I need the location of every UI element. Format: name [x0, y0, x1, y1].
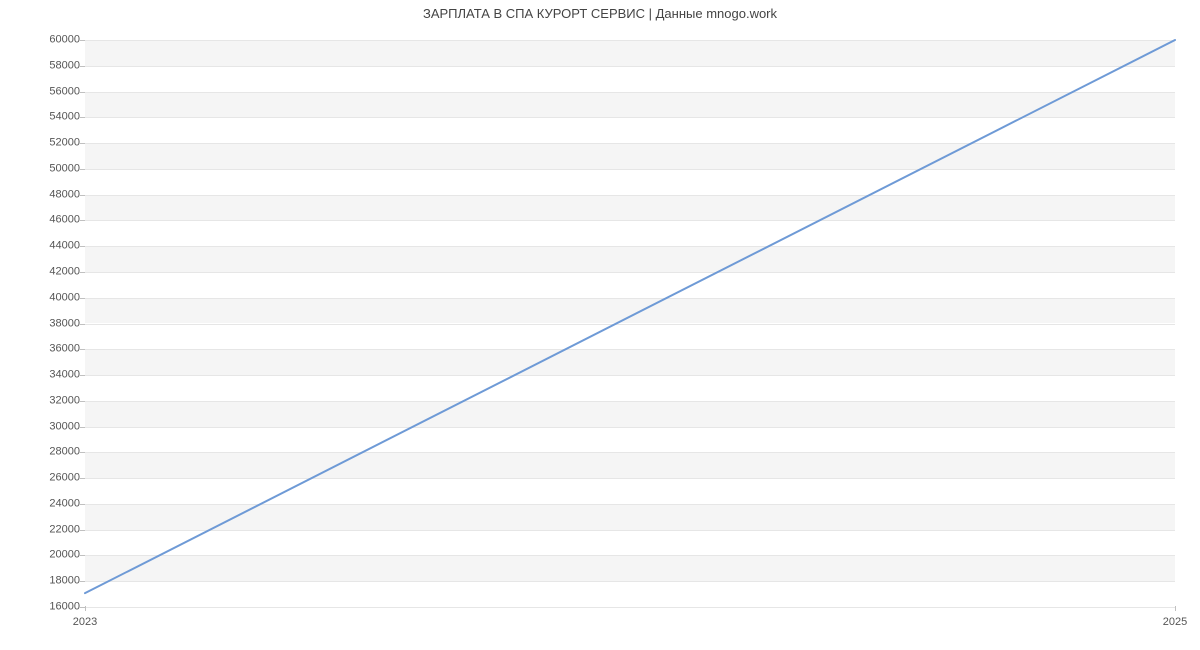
- y-axis-label: 44000: [10, 241, 80, 252]
- y-axis-label: 16000: [10, 602, 80, 613]
- y-axis-label: 22000: [10, 524, 80, 535]
- y-axis-label: 58000: [10, 60, 80, 71]
- x-tick: [85, 606, 86, 611]
- y-axis-label: 54000: [10, 112, 80, 123]
- y-axis-label: 52000: [10, 138, 80, 149]
- y-axis-label: 48000: [10, 189, 80, 200]
- y-axis-label: 60000: [10, 35, 80, 46]
- y-axis-label: 50000: [10, 163, 80, 174]
- y-axis-label: 30000: [10, 421, 80, 432]
- series-line-salary: [85, 40, 1175, 593]
- y-axis-label: 46000: [10, 215, 80, 226]
- y-axis-label: 36000: [10, 344, 80, 355]
- chart-title: ЗАРПЛАТА В СПА КУРОРТ СЕРВИС | Данные mn…: [0, 6, 1200, 21]
- y-axis-label: 34000: [10, 370, 80, 381]
- y-axis-label: 40000: [10, 292, 80, 303]
- y-axis-label: 24000: [10, 498, 80, 509]
- x-axis-label: 2023: [73, 616, 97, 628]
- y-axis-label: 38000: [10, 318, 80, 329]
- y-axis-label: 18000: [10, 576, 80, 587]
- y-axis-label: 26000: [10, 473, 80, 484]
- y-gridline: [85, 607, 1175, 608]
- y-axis-label: 20000: [10, 550, 80, 561]
- x-tick: [1175, 606, 1176, 611]
- y-axis-label: 28000: [10, 447, 80, 458]
- y-axis-label: 56000: [10, 86, 80, 97]
- y-axis-label: 32000: [10, 395, 80, 406]
- y-axis-label: 42000: [10, 266, 80, 277]
- line-layer: [85, 40, 1175, 606]
- salary-chart: ЗАРПЛАТА В СПА КУРОРТ СЕРВИС | Данные mn…: [0, 0, 1200, 650]
- x-axis-label: 2025: [1163, 616, 1187, 628]
- plot-area: 20232025: [85, 40, 1175, 607]
